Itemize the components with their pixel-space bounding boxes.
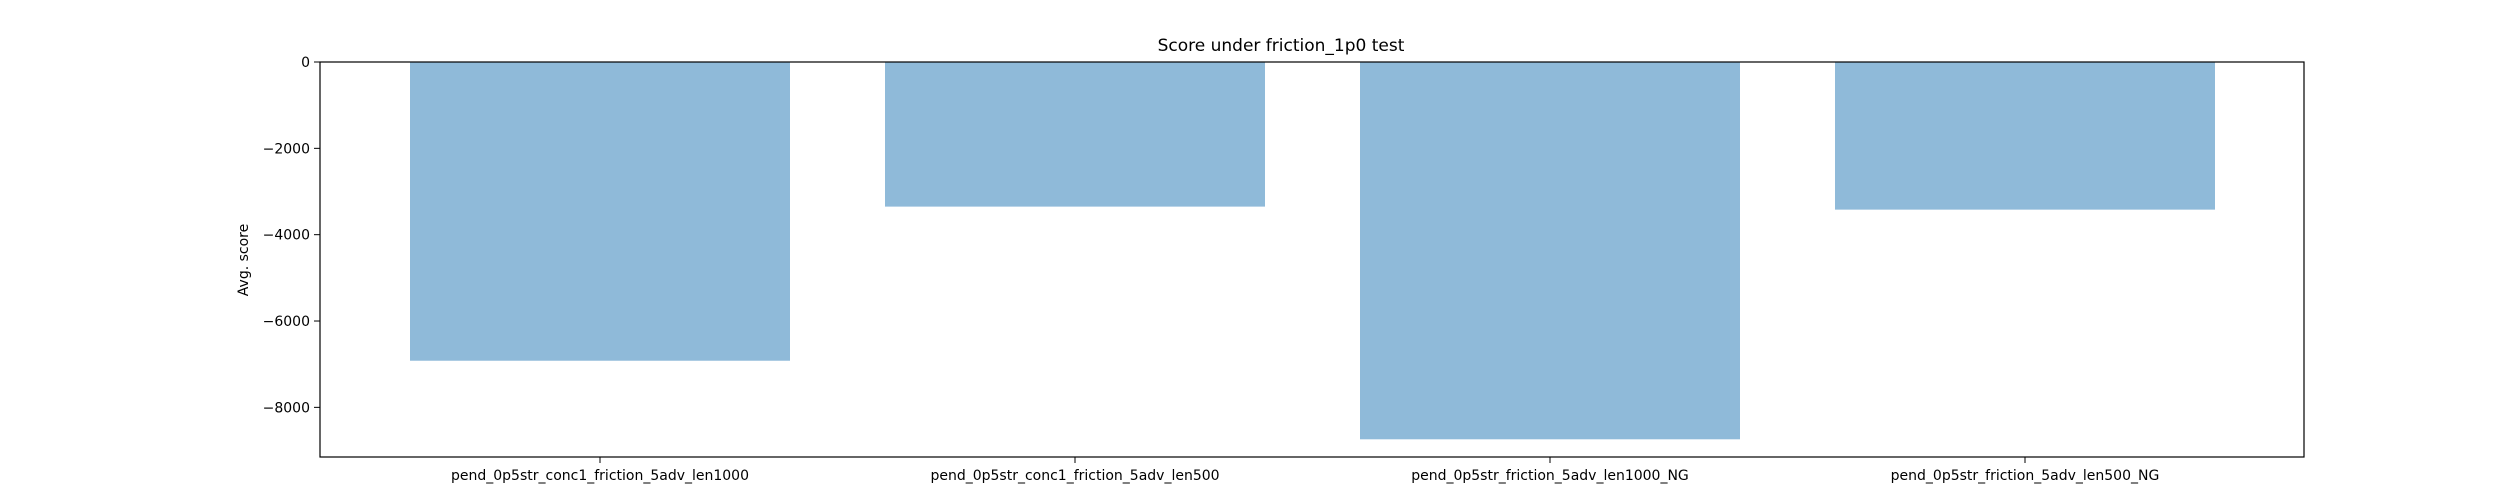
x-tick-label: pend_0p5str_friction_5adv_len500_NG	[1891, 468, 2160, 484]
x-tick-label: pend_0p5str_conc1_friction_5adv_len1000	[451, 468, 749, 484]
chart-title: Score under friction_1p0 test	[1158, 36, 1405, 56]
bar	[1835, 62, 2215, 210]
y-tick-label: −4000	[263, 228, 310, 244]
y-tick-label: −8000	[263, 400, 310, 416]
y-axis: 0 −2000 −4000 −6000 −8000	[263, 55, 320, 416]
bar	[1360, 62, 1740, 440]
x-tick-label: pend_0p5str_friction_5adv_len1000_NG	[1411, 468, 1689, 484]
y-axis-label: Avg. score	[236, 224, 252, 296]
bar	[885, 62, 1265, 207]
x-axis: pend_0p5str_conc1_friction_5adv_len1000 p…	[451, 457, 2159, 484]
y-tick-label: −2000	[263, 141, 310, 157]
y-tick-label: −6000	[263, 314, 310, 330]
bar	[410, 62, 790, 361]
bar-series	[410, 62, 2215, 440]
y-tick-label: 0	[301, 55, 310, 71]
x-tick-label: pend_0p5str_conc1_friction_5adv_len500	[930, 468, 1219, 484]
plot-area-frame	[319, 61, 2305, 458]
